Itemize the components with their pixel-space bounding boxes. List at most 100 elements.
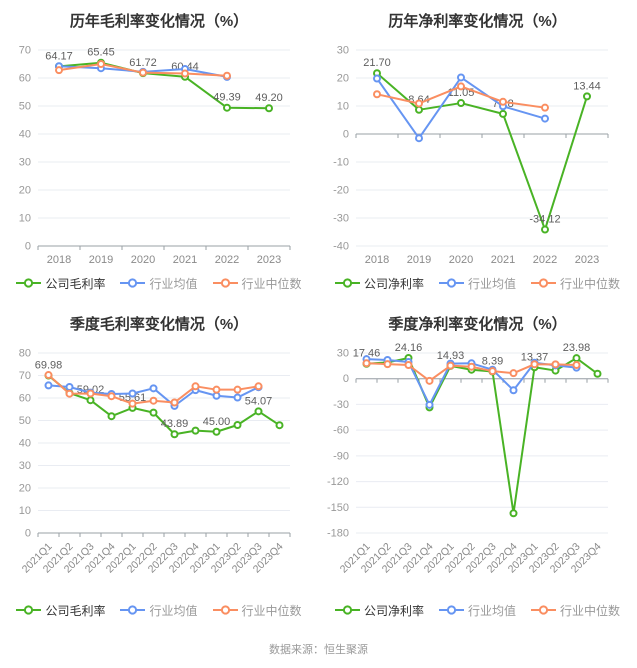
legend-item-行业中位数[interactable]: 行业中位数 bbox=[531, 602, 620, 619]
y-axis-tick-label: -20 bbox=[333, 185, 349, 197]
data-point-行业中位数[interactable] bbox=[191, 382, 200, 391]
data-point-公司毛利率[interactable] bbox=[86, 396, 95, 405]
legend-marker-ring bbox=[446, 278, 457, 288]
data-point-行业中位数[interactable] bbox=[128, 399, 137, 408]
data-point-公司毛利率[interactable] bbox=[275, 421, 284, 430]
point-label: 14.93 bbox=[437, 350, 465, 362]
data-point-公司净利率[interactable] bbox=[583, 92, 591, 101]
data-point-行业中位数[interactable] bbox=[446, 361, 455, 370]
data-point-公司毛利率[interactable] bbox=[265, 104, 273, 113]
legend-item-行业中位数[interactable]: 行业中位数 bbox=[531, 275, 620, 292]
data-point-行业中位数[interactable] bbox=[425, 376, 434, 385]
data-point-行业中位数[interactable] bbox=[362, 359, 371, 368]
legend-line-marker-icon bbox=[120, 605, 146, 615]
data-point-公司净利率[interactable] bbox=[457, 99, 465, 108]
legend-item-公司毛利率[interactable]: 公司毛利率 bbox=[16, 602, 105, 619]
data-point-行业中位数[interactable] bbox=[457, 82, 465, 91]
data-point-行业中位数[interactable] bbox=[404, 361, 413, 369]
data-point-公司净利率[interactable] bbox=[572, 354, 581, 363]
data-point-公司毛利率[interactable] bbox=[212, 427, 221, 436]
legend-line-marker-icon bbox=[212, 605, 238, 615]
legend-marker-ring bbox=[24, 605, 34, 615]
chart-title-annual-gross-margin: 历年毛利率变化情况（%） bbox=[69, 13, 249, 30]
data-point-行业均值[interactable] bbox=[65, 382, 74, 391]
data-point-行业均值[interactable] bbox=[44, 381, 53, 390]
data-point-行业均值[interactable] bbox=[541, 114, 549, 123]
data-point-行业中位数[interactable] bbox=[65, 389, 74, 398]
legend-item-公司毛利率[interactable]: 公司毛利率 bbox=[16, 275, 105, 292]
x-axis-category-label: 2018 bbox=[47, 254, 71, 266]
legend-item-公司净利率[interactable]: 公司净利率 bbox=[334, 602, 424, 619]
data-point-公司毛利率[interactable] bbox=[254, 407, 263, 416]
data-point-行业中位数[interactable] bbox=[383, 360, 392, 369]
data-point-公司毛利率[interactable] bbox=[107, 412, 116, 421]
data-point-行业中位数[interactable] bbox=[373, 90, 381, 99]
data-point-行业均值[interactable] bbox=[149, 384, 158, 393]
legend-item-行业均值[interactable]: 行业均值 bbox=[120, 602, 198, 619]
legend-item-行业中位数[interactable]: 行业中位数 bbox=[212, 275, 302, 292]
data-point-行业均值[interactable] bbox=[509, 386, 518, 395]
data-point-行业中位数[interactable] bbox=[415, 99, 423, 108]
data-point-行业中位数[interactable] bbox=[551, 360, 560, 369]
legend-item-行业均值[interactable]: 行业均值 bbox=[438, 275, 516, 292]
data-point-行业均值[interactable] bbox=[128, 389, 137, 398]
data-point-行业中位数[interactable] bbox=[223, 71, 231, 80]
data-point-公司毛利率[interactable] bbox=[233, 421, 242, 429]
data-point-行业中位数[interactable] bbox=[44, 371, 53, 380]
quarterly-net-margin-line-plot[interactable]: -180-150-120-90-60-300302021Q12021Q22021… bbox=[318, 337, 636, 597]
data-point-公司毛利率[interactable] bbox=[223, 103, 231, 112]
quarterly-gross-margin-line-plot[interactable]: 010203040506070802021Q12021Q22021Q32021Q… bbox=[0, 337, 318, 597]
annual-net-margin-line-plot[interactable]: -40 -30 -20 -10 0 10 20 30 2018 2019 2020 2021 2022 2… bbox=[318, 34, 636, 270]
data-point-行业均值[interactable] bbox=[373, 74, 381, 83]
data-point-行业中位数[interactable] bbox=[509, 369, 518, 378]
y-axis-tick-label: 50 bbox=[19, 101, 31, 113]
data-point-行业中位数[interactable] bbox=[149, 396, 158, 405]
legend-marker-ring bbox=[342, 605, 353, 615]
data-point-公司净利率[interactable] bbox=[499, 109, 507, 118]
data-point-行业中位数[interactable] bbox=[467, 362, 476, 371]
data-point-行业中位数[interactable] bbox=[107, 392, 116, 401]
point-label: 43.89 bbox=[161, 418, 189, 430]
data-point-行业中位数[interactable] bbox=[488, 367, 497, 376]
legend-item-行业中位数[interactable]: 行业中位数 bbox=[212, 602, 302, 619]
data-point-行业中位数[interactable] bbox=[233, 385, 242, 394]
legend-line-marker-icon bbox=[438, 278, 464, 288]
data-point-公司净利率[interactable] bbox=[415, 105, 423, 114]
x-axis-category-label: 2022 bbox=[215, 254, 239, 266]
data-point-行业中位数[interactable] bbox=[499, 97, 507, 106]
data-point-行业中位数[interactable] bbox=[55, 66, 63, 75]
point-label: 8.39 bbox=[482, 356, 503, 368]
data-point-行业均值[interactable] bbox=[415, 134, 423, 143]
data-point-行业中位数[interactable] bbox=[139, 68, 147, 77]
data-point-公司毛利率[interactable] bbox=[191, 426, 200, 435]
data-point-行业中位数[interactable] bbox=[212, 385, 221, 394]
data-point-行业中位数[interactable] bbox=[170, 398, 179, 407]
y-axis-tick-label: 70 bbox=[19, 45, 31, 57]
legend-item-行业均值[interactable]: 行业均值 bbox=[120, 275, 198, 292]
data-point-公司毛利率[interactable] bbox=[149, 408, 158, 417]
data-point-行业中位数[interactable] bbox=[86, 389, 95, 398]
y-axis-tick-label: 20 bbox=[337, 73, 349, 85]
annual-gross-margin-line-plot[interactable]: 0 10 20 30 40 50 60 70 2018 2019 2020 2021 2022 2023 6… bbox=[0, 34, 318, 270]
data-point-行业中位数[interactable] bbox=[572, 361, 581, 369]
data-point-行业均值[interactable] bbox=[457, 73, 465, 82]
chart-annual-gross-margin: 历年毛利率变化情况（%） 0 10 20 30 40 50 60 70 2018 2019 2020… bbox=[0, 0, 318, 303]
y-axis-tick-label: 70 bbox=[19, 370, 31, 382]
data-point-公司净利率[interactable] bbox=[509, 509, 518, 518]
data-point-行业均值[interactable] bbox=[425, 400, 434, 409]
data-point-公司毛利率[interactable] bbox=[170, 430, 179, 439]
legend-item-公司净利率[interactable]: 公司净利率 bbox=[334, 275, 424, 292]
x-axis-category-label: 2020 bbox=[131, 254, 155, 266]
legend-item-行业均值[interactable]: 行业均值 bbox=[438, 602, 516, 619]
data-point-行业中位数[interactable] bbox=[97, 60, 105, 68]
data-point-公司净利率[interactable] bbox=[541, 225, 549, 234]
data-point-行业中位数[interactable] bbox=[530, 360, 539, 369]
data-point-行业中位数[interactable] bbox=[254, 382, 263, 391]
data-point-行业均值[interactable] bbox=[233, 393, 242, 402]
data-point-公司净利率[interactable] bbox=[593, 369, 602, 378]
data-point-行业中位数[interactable] bbox=[541, 103, 549, 112]
chart-quarterly-gross-margin: 季度毛利率变化情况（%） 0 10 20 30 40 50 60 70 80 2021Q1 2021… bbox=[0, 303, 318, 633]
data-point-行业中位数[interactable] bbox=[181, 69, 189, 78]
chart-title-quarterly-gross-margin: 季度毛利率变化情况（%） bbox=[69, 316, 249, 333]
